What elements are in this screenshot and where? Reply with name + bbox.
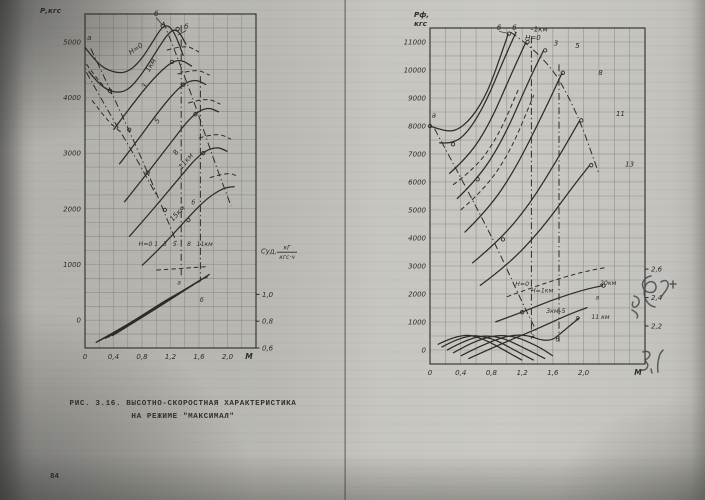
svg-text:Н=0: Н=0 [525, 34, 541, 42]
svg-text:1,2: 1,2 [517, 369, 529, 377]
svg-text:Н=0: Н=0 [515, 281, 529, 288]
svg-text:Н=0: Н=0 [127, 41, 145, 56]
svg-text:Р,кгс: Р,кгс [40, 6, 62, 15]
svg-text:5: 5 [575, 42, 580, 50]
svg-text:1: 1 [154, 241, 158, 248]
pen-scribble [631, 275, 677, 374]
svg-text:Н=1км: Н=1км [531, 287, 554, 294]
svg-text:7000: 7000 [408, 151, 426, 159]
svg-text:0,6: 0,6 [262, 345, 274, 353]
svg-text:0,8: 0,8 [262, 318, 274, 326]
svg-text:4000: 4000 [408, 235, 426, 243]
svg-text:б: б [512, 24, 517, 32]
svg-text:кГ: кГ [284, 245, 292, 252]
svg-text:а: а [531, 333, 535, 340]
svg-text:1,0: 1,0 [262, 291, 274, 299]
svg-text:б: б [191, 199, 195, 206]
figure-3-16-caption: РИС. 3.16. ВЫСОТНО-СКОРОСТНАЯ ХАРАКТЕРИС… [33, 398, 333, 424]
svg-text:кгс: кгс [414, 19, 428, 28]
svg-text:3000: 3000 [63, 150, 81, 158]
svg-text:б: б [497, 24, 502, 32]
svg-text:2,2: 2,2 [651, 323, 663, 331]
svg-text:8: 8 [598, 69, 603, 77]
page-number-left: 84 [50, 473, 60, 481]
left-page: 0 0,4 0,8 1,2 1,6 2,0 М 5000 4000 3000 2000 1000 0 Р,… [0, 0, 348, 500]
svg-text:2,6: 2,6 [651, 266, 663, 274]
svg-text:9000: 9000 [408, 95, 426, 103]
svg-text:5000: 5000 [408, 207, 426, 215]
svg-text:11000: 11000 [404, 39, 427, 47]
svg-text:а: а [87, 34, 91, 42]
svg-text:2000: 2000 [63, 205, 81, 213]
svg-text:11: 11 [616, 110, 625, 118]
svg-text:11 км: 11 км [591, 314, 610, 321]
svg-text:3км–5: 3км–5 [546, 308, 565, 315]
svg-text:а: а [432, 112, 436, 120]
svg-text:8: 8 [575, 315, 579, 322]
svg-text:3000: 3000 [408, 263, 426, 271]
svg-text:13: 13 [625, 161, 634, 169]
svg-text:Н=0: Н=0 [139, 241, 153, 248]
svg-text:6000: 6000 [408, 179, 426, 187]
svg-text:8000: 8000 [408, 123, 426, 131]
svg-text:4000: 4000 [63, 94, 81, 102]
svg-text:0: 0 [422, 347, 427, 355]
svg-text:б: б [154, 10, 159, 18]
svg-text:а: а [177, 280, 181, 287]
svg-text:0: 0 [77, 317, 82, 325]
caption-line-2: НА РЕЖИМЕ "МАКСИМАЛ" [131, 413, 235, 421]
svg-text:0,8: 0,8 [486, 369, 498, 377]
svg-text:0,4: 0,4 [108, 353, 119, 361]
svg-text:кгс·ч: кгс·ч [279, 254, 295, 261]
svg-text:М: М [245, 352, 253, 361]
svg-text:5: 5 [153, 116, 162, 125]
svg-text:2,0: 2,0 [222, 353, 234, 361]
svg-text:б: б [200, 297, 204, 304]
svg-text:б: б [556, 337, 560, 344]
svg-text:а: а [596, 295, 600, 302]
svg-text:1,6: 1,6 [547, 369, 559, 377]
svg-text:11км: 11км [177, 151, 195, 171]
svg-text:10000: 10000 [404, 67, 427, 75]
svg-text:15км: 15км [168, 204, 187, 223]
svg-text:1000: 1000 [408, 319, 426, 327]
svg-text:20км: 20км [600, 280, 617, 287]
svg-text:Рф,: Рф, [414, 10, 429, 19]
svg-text:11км: 11км [197, 241, 214, 248]
svg-text:2,0: 2,0 [578, 369, 590, 377]
svg-text:3: 3 [163, 241, 167, 248]
svg-text:М: М [634, 368, 642, 377]
caption-line-1: РИС. 3.16. ВЫСОТНО-СКОРОСТНАЯ ХАРАКТЕРИС… [69, 400, 297, 408]
svg-text:5000: 5000 [63, 38, 81, 46]
figure-3-16-chart: 0 0,4 0,8 1,2 1,6 2,0 М 5000 4000 3000 2000 1000 0 Р,… [40, 6, 297, 361]
svg-text:2,4: 2,4 [651, 294, 662, 302]
svg-text:0,8: 0,8 [136, 353, 148, 361]
svg-text:–1км: –1км [530, 25, 548, 33]
svg-text:0,4: 0,4 [455, 369, 466, 377]
svg-text:б: б [184, 23, 189, 31]
svg-text:0: 0 [83, 353, 88, 361]
right-page: 0 0,4 0,8 1,2 1,6 2,0 М 11000 10000 9000 8000 7000 6… [348, 0, 705, 500]
svg-text:3: 3 [554, 39, 558, 47]
svg-text:0: 0 [428, 369, 433, 377]
svg-text:Суд,: Суд, [261, 248, 277, 256]
svg-text:1,6: 1,6 [193, 353, 205, 361]
svg-text:1000: 1000 [63, 261, 81, 269]
svg-text:8: 8 [171, 148, 180, 157]
svg-text:8: 8 [187, 241, 191, 248]
svg-text:2000: 2000 [408, 291, 426, 299]
page-seam [344, 0, 346, 500]
svg-text:5: 5 [173, 241, 177, 248]
svg-text:1,2: 1,2 [165, 353, 177, 361]
figure-3-17-chart: 0 0,4 0,8 1,2 1,6 2,0 М11000100009000800070006… [404, 10, 677, 377]
